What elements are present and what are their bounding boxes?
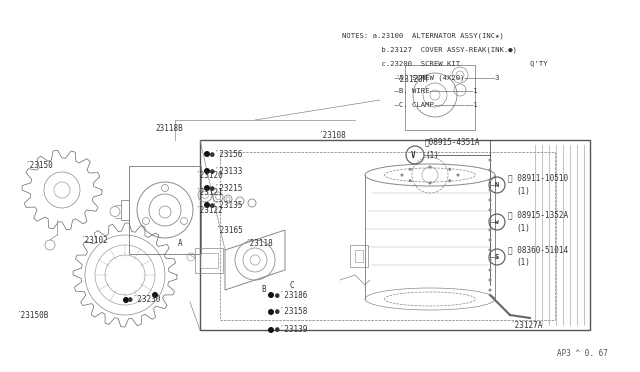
Text: 23118B: 23118B — [155, 124, 183, 132]
Text: ′23150B: ′23150B — [16, 311, 49, 320]
Circle shape — [488, 248, 492, 251]
Circle shape — [204, 202, 210, 208]
Circle shape — [268, 309, 274, 315]
Circle shape — [488, 228, 492, 231]
Text: —C. CLAMP–––––––––1: —C. CLAMP–––––––––1 — [342, 102, 477, 108]
Circle shape — [429, 166, 431, 169]
Bar — [405, 65, 475, 130]
Circle shape — [448, 168, 451, 171]
Text: —A. SCREW (4X20)–––––––3: —A. SCREW (4X20)–––––––3 — [342, 74, 499, 80]
Circle shape — [488, 269, 492, 272]
Text: (1): (1) — [516, 257, 530, 266]
Circle shape — [204, 168, 210, 174]
Bar — [355, 250, 363, 262]
Text: ●′23186: ●′23186 — [275, 291, 307, 299]
Circle shape — [488, 169, 492, 171]
Circle shape — [456, 173, 460, 176]
Text: ′23118: ′23118 — [245, 238, 273, 247]
Bar — [129, 166, 201, 254]
Bar — [220, 152, 555, 320]
Text: ′23150: ′23150 — [25, 160, 52, 170]
Circle shape — [488, 289, 492, 292]
Text: (1): (1) — [516, 186, 530, 196]
Text: ′23165: ′23165 — [215, 225, 243, 234]
Circle shape — [488, 158, 492, 161]
Circle shape — [409, 179, 412, 182]
Bar — [195, 248, 223, 273]
Text: Ⓢ 08360-51014: Ⓢ 08360-51014 — [508, 246, 568, 254]
Text: ′23102: ′23102 — [80, 235, 108, 244]
Circle shape — [204, 185, 210, 191]
Text: NOTES: a.23100  ALTERNATOR ASSY(INC★): NOTES: a.23100 ALTERNATOR ASSY(INC★) — [342, 32, 504, 38]
Text: ′23108: ′23108 — [318, 131, 346, 140]
Text: ●′23133: ●′23133 — [210, 167, 243, 176]
Circle shape — [268, 327, 274, 333]
Text: B: B — [261, 285, 266, 295]
Circle shape — [488, 179, 492, 182]
Text: ′23121: ′23121 — [195, 187, 223, 196]
Circle shape — [488, 199, 492, 202]
Text: ′23120: ′23120 — [195, 170, 223, 180]
Circle shape — [488, 208, 492, 212]
Text: ●′23135: ●′23135 — [210, 201, 243, 209]
Text: ●′23156: ●′23156 — [210, 150, 243, 158]
Text: (1): (1) — [425, 151, 439, 160]
Text: c.23200  SCREW KIT                Q'TY: c.23200 SCREW KIT Q'TY — [342, 60, 548, 66]
Circle shape — [401, 173, 403, 176]
Circle shape — [488, 189, 492, 192]
Text: ●′23230: ●′23230 — [128, 295, 161, 305]
Text: A: A — [178, 238, 182, 247]
Circle shape — [429, 182, 431, 185]
Text: ●′23139: ●′23139 — [275, 326, 307, 334]
Text: Ⓢ 08915-1352A: Ⓢ 08915-1352A — [508, 211, 568, 219]
Circle shape — [152, 292, 158, 298]
Text: Ⓥ08915-4351A: Ⓥ08915-4351A — [425, 138, 481, 147]
Text: ●′23215: ●′23215 — [210, 183, 243, 192]
Text: AP3 ^ 0. 67: AP3 ^ 0. 67 — [557, 349, 607, 358]
Text: W: W — [495, 219, 499, 224]
Bar — [200, 140, 590, 330]
Bar — [121, 200, 129, 220]
Circle shape — [448, 179, 451, 182]
Text: ′23127A: ′23127A — [510, 321, 542, 330]
Text: V: V — [411, 151, 415, 160]
Text: N: N — [495, 182, 499, 188]
Circle shape — [488, 259, 492, 262]
Bar — [200, 253, 218, 268]
Circle shape — [409, 168, 412, 171]
Circle shape — [488, 238, 492, 241]
Text: S: S — [495, 254, 499, 260]
Circle shape — [488, 279, 492, 282]
Text: —B. WIRE––––––––––1: —B. WIRE––––––––––1 — [342, 88, 477, 94]
Bar — [350, 245, 368, 267]
Text: Ⓝ 08911-10510: Ⓝ 08911-10510 — [508, 173, 568, 183]
Text: ′23120M: ′23120M — [395, 74, 428, 83]
Text: ●′23158: ●′23158 — [275, 308, 307, 317]
Circle shape — [268, 292, 274, 298]
Text: C: C — [290, 280, 294, 289]
Text: (1): (1) — [516, 224, 530, 232]
Circle shape — [123, 297, 129, 303]
Text: b.23127  COVER ASSY-REAK(INK.●): b.23127 COVER ASSY-REAK(INK.●) — [342, 46, 517, 52]
Circle shape — [488, 218, 492, 221]
Circle shape — [204, 151, 210, 157]
Text: ′23122: ′23122 — [195, 205, 223, 215]
